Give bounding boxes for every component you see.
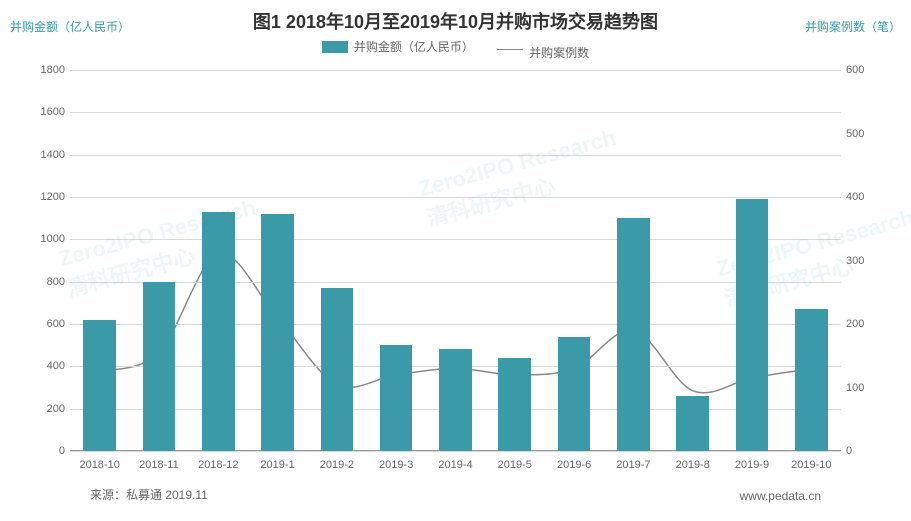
y-left-tick: 1200 <box>30 191 65 203</box>
y-left-tick: 1400 <box>30 149 65 161</box>
y-right-tick: 0 <box>846 445 881 457</box>
x-tick: 2019-8 <box>676 459 710 471</box>
bar <box>439 349 472 451</box>
y-left-tick: 800 <box>30 276 65 288</box>
legend-line-swatch <box>497 49 523 50</box>
y-left-axis-label: 并购金额（亿人民币） <box>10 18 130 35</box>
x-tick: 2019-5 <box>498 459 532 471</box>
x-tick: 2019-9 <box>735 459 769 471</box>
chart-container: 图1 2018年10月至2019年10月并购市场交易趋势图 并购金额（亿人民币）… <box>0 0 911 521</box>
y-left-tick: 600 <box>30 318 65 330</box>
y-right-tick: 400 <box>846 191 881 203</box>
x-tick: 2019-2 <box>320 459 354 471</box>
y-right-tick: 100 <box>846 382 881 394</box>
footer-source: 来源：私募通 2019.11 <box>90 486 208 503</box>
x-tick: 2019-3 <box>379 459 413 471</box>
x-tick: 2019-1 <box>260 459 294 471</box>
bar <box>558 337 591 451</box>
y-left-tick: 1000 <box>30 233 65 245</box>
x-tick: 2019-6 <box>557 459 591 471</box>
x-tick: 2019-10 <box>791 459 831 471</box>
y-right-axis-label: 并购案例数（笔） <box>805 18 901 35</box>
y-left-tick: 400 <box>30 360 65 372</box>
bar <box>380 345 413 451</box>
y-right-tick: 200 <box>846 318 881 330</box>
grid-line <box>70 70 841 71</box>
bar <box>261 214 294 451</box>
x-tick: 2019-7 <box>616 459 650 471</box>
x-tick: 2018-11 <box>139 459 179 471</box>
legend-bar-swatch <box>322 41 348 53</box>
y-left-tick: 200 <box>30 403 65 415</box>
grid-line <box>70 282 841 283</box>
legend: 并购金额（亿人民币） 并购案例数 <box>0 38 911 61</box>
bar <box>498 358 531 451</box>
grid-line <box>70 155 841 156</box>
legend-bar-item: 并购金额（亿人民币） <box>322 38 474 55</box>
y-right-tick: 300 <box>846 255 881 267</box>
grid-line <box>70 451 841 452</box>
grid-line <box>70 239 841 240</box>
x-tick: 2018-10 <box>79 459 119 471</box>
x-tick: 2018-12 <box>198 459 238 471</box>
y-right-tick: 600 <box>846 64 881 76</box>
bar <box>736 199 769 451</box>
y-right-tick: 500 <box>846 128 881 140</box>
chart-title: 图1 2018年10月至2019年10月并购市场交易趋势图 <box>0 0 911 34</box>
x-tick: 2019-4 <box>438 459 472 471</box>
grid-line <box>70 112 841 113</box>
bar <box>617 218 650 451</box>
legend-line-item: 并购案例数 <box>497 44 589 61</box>
bar <box>143 282 176 451</box>
bar <box>83 320 116 451</box>
y-left-tick: 1600 <box>30 106 65 118</box>
bar <box>321 288 354 451</box>
bar <box>202 212 235 451</box>
legend-bar-label: 并购金额（亿人民币） <box>354 38 474 55</box>
grid-line <box>70 324 841 325</box>
plot-area: 0200400600800100012001400160018000100200… <box>70 70 841 451</box>
grid-line <box>70 197 841 198</box>
y-left-tick: 0 <box>30 445 65 457</box>
footer-url: www.pedata.cn <box>740 489 821 503</box>
y-left-tick: 1800 <box>30 64 65 76</box>
legend-line-label: 并购案例数 <box>529 44 589 61</box>
bar <box>676 396 709 451</box>
bar <box>795 309 828 451</box>
